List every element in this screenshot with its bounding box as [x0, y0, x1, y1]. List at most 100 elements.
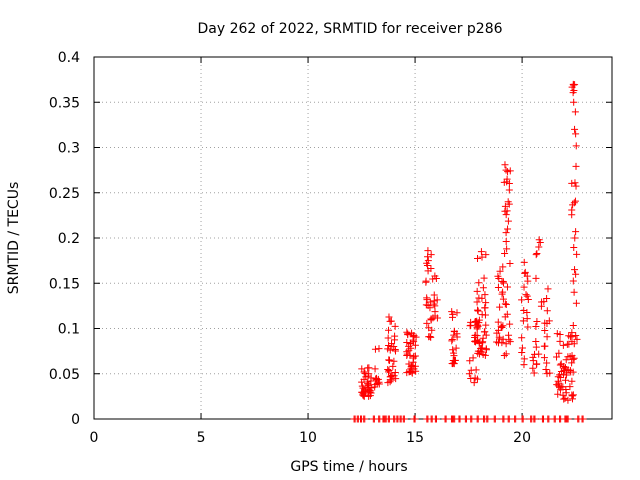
data-point [375, 345, 383, 353]
data-point [403, 350, 411, 358]
data-point [502, 211, 510, 219]
data-point [499, 263, 507, 271]
data-point [533, 250, 541, 258]
data-point [365, 381, 373, 389]
data-point [518, 334, 526, 342]
data-point [385, 313, 393, 321]
data-point [556, 361, 564, 369]
x-tick-label: 15 [406, 430, 424, 446]
chart-title: Day 262 of 2022, SRMTID for receiver p28… [197, 21, 502, 37]
grid-lines [94, 57, 612, 419]
data-point [512, 415, 520, 423]
data-point [560, 395, 568, 403]
data-point [521, 269, 529, 277]
data-point [562, 385, 570, 393]
data-point [388, 340, 396, 348]
data-point [430, 291, 438, 299]
data-point [503, 207, 511, 215]
data-point [499, 279, 507, 287]
y-axis: 0 0.05 0.1 0.15 0.2 0.25 0.3 0.35 0.4 [49, 50, 612, 428]
data-point [482, 251, 490, 259]
data-point [482, 299, 490, 307]
data-point [553, 353, 561, 361]
data-point [481, 311, 489, 319]
data-point [498, 290, 506, 298]
data-point [569, 355, 577, 363]
data-point [373, 376, 381, 384]
data-point [494, 318, 502, 326]
data-point [478, 253, 486, 261]
data-point [374, 375, 382, 383]
data-point [570, 86, 578, 94]
data-point [497, 323, 505, 331]
series-srmtid [350, 80, 587, 423]
data-point [572, 228, 580, 236]
data-point [518, 296, 526, 304]
data-point [532, 251, 540, 259]
data-point [571, 234, 579, 242]
data-point [473, 287, 481, 295]
y-tick-label: 0.3 [58, 141, 80, 157]
data-point [409, 333, 417, 341]
data-point [496, 267, 504, 275]
data-point [423, 319, 431, 327]
data-point [520, 307, 528, 315]
data-point [361, 369, 369, 377]
data-point [448, 335, 456, 343]
data-point [564, 415, 572, 423]
data-point [424, 257, 432, 265]
data-point [503, 283, 511, 291]
data-point [569, 277, 577, 285]
data-point [361, 415, 369, 423]
data-point [541, 319, 549, 327]
data-point [388, 372, 396, 380]
data-point [449, 346, 457, 354]
data-point [566, 353, 574, 361]
data-point [473, 298, 481, 306]
data-point [501, 250, 509, 258]
data-point [540, 354, 548, 362]
data-point [524, 323, 532, 331]
data-point [546, 369, 554, 377]
data-point [543, 359, 551, 367]
data-point [367, 374, 375, 382]
data-point [501, 300, 509, 308]
data-point [520, 258, 528, 266]
data-point [532, 274, 540, 282]
data-point [568, 359, 576, 367]
data-point [481, 304, 489, 312]
data-point [362, 373, 370, 381]
data-point [387, 372, 395, 380]
y-tick-label: 0.1 [58, 322, 80, 338]
data-point [562, 356, 570, 364]
data-point [566, 383, 574, 391]
data-point [482, 331, 490, 339]
data-point [424, 253, 432, 261]
data-point [390, 357, 398, 365]
data-point [506, 167, 514, 175]
data-point [478, 344, 486, 352]
data-point [494, 326, 502, 334]
data-point [384, 345, 392, 353]
data-point [570, 340, 578, 348]
data-point [502, 301, 510, 309]
data-point [474, 322, 482, 330]
data-point [555, 349, 563, 357]
data-point [389, 362, 397, 370]
y-tick-label: 0.35 [49, 95, 80, 111]
data-point [498, 277, 506, 285]
data-point [426, 298, 434, 306]
data-point [522, 291, 530, 299]
data-point [502, 238, 510, 246]
y-axis-title: SRMTID / TECUs [6, 182, 22, 295]
data-point [557, 383, 565, 391]
data-point [504, 198, 512, 206]
data-point [537, 302, 545, 310]
data-point [529, 364, 537, 372]
data-point [475, 319, 483, 327]
data-point [473, 306, 481, 314]
data-point [450, 349, 458, 357]
data-point [502, 229, 510, 237]
data-point [570, 288, 578, 296]
y-tick-label: 0.2 [58, 231, 80, 247]
